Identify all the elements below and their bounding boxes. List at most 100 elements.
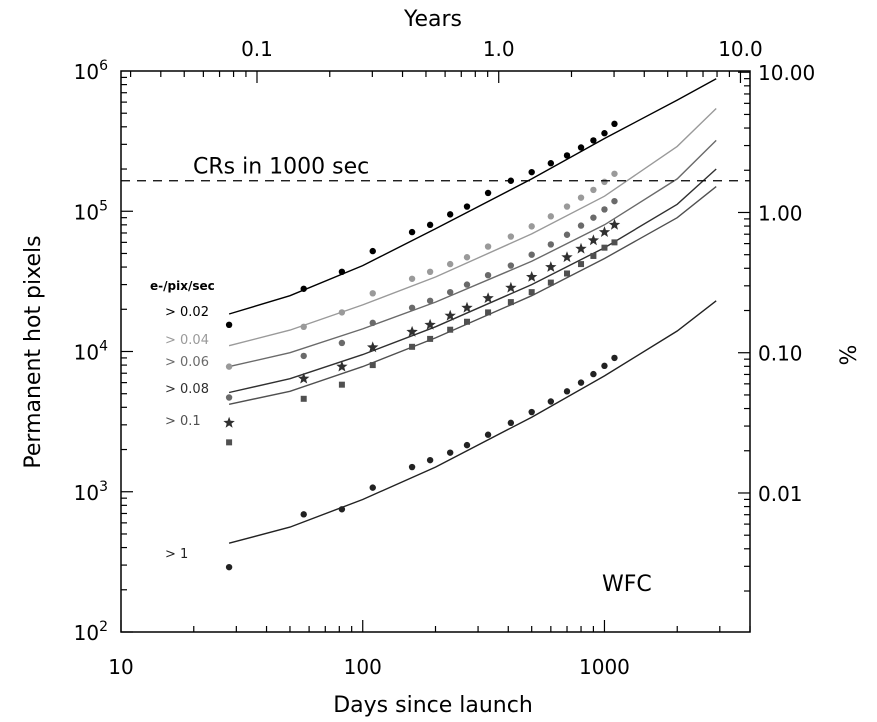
series-markers-4: [226, 239, 618, 446]
axis-tick-labels: 10 100 1000 0.1 1.0 10.0 102 103 104 105 106 0.01 0.…: [74, 37, 816, 679]
data-point: [484, 189, 492, 197]
data-point: [225, 394, 233, 401]
data-point: [587, 234, 600, 246]
data-point: [611, 239, 618, 246]
data-point: [369, 247, 376, 255]
legend-entry-4: > 0.1: [165, 414, 201, 429]
data-point: [484, 431, 492, 438]
data-point: [409, 343, 416, 350]
data-point: [601, 178, 608, 186]
data-point: [547, 279, 554, 286]
x-tick-label: 100: [344, 655, 382, 679]
y2-tick-label: 10.00: [758, 61, 815, 85]
data-point: [484, 243, 492, 250]
data-point: [426, 297, 434, 304]
fit-curve-2: [228, 139, 717, 368]
legend-entry-3: > 0.08: [165, 382, 209, 397]
data-point: [561, 251, 573, 263]
data-point: [577, 379, 585, 386]
legend-entry-5: > 1: [165, 547, 188, 562]
data-point: [563, 231, 571, 238]
data-point: [547, 398, 555, 405]
x2-tick-label: 1.0: [483, 37, 515, 61]
data-point: [575, 242, 587, 254]
data-point: [223, 416, 235, 428]
data-point: [427, 335, 434, 342]
x-tick-label: 1000: [579, 655, 630, 679]
data-point: [577, 222, 585, 229]
axis-ticks: [120, 71, 751, 633]
data-point: [601, 206, 608, 213]
x-axis-title: Days since launch: [333, 693, 533, 718]
data-point: [225, 363, 233, 370]
data-point: [338, 268, 346, 276]
fit-curve-4: [228, 186, 717, 405]
data-point: [484, 271, 492, 279]
data-point: [464, 318, 471, 325]
data-point: [336, 360, 348, 372]
data-point: [563, 152, 571, 159]
data-point: [463, 203, 471, 210]
data-point: [601, 130, 608, 137]
data-point: [225, 321, 233, 329]
data-point: [338, 506, 346, 513]
series-markers-2: [225, 197, 618, 401]
data-point: [225, 563, 233, 571]
data-point: [338, 309, 346, 316]
data-point: [577, 144, 585, 151]
data-point: [590, 214, 597, 221]
series-markers-5: [225, 354, 618, 571]
legend-entry-0: > 0.02: [165, 305, 209, 320]
legend-title: e-/pix/sec: [150, 279, 215, 293]
data-point: [300, 511, 307, 518]
data-point: [590, 137, 597, 144]
y-tick-label: 104: [74, 339, 108, 365]
data-point: [408, 228, 416, 236]
data-point: [446, 260, 454, 268]
data-point: [528, 251, 535, 258]
data-point: [485, 309, 492, 316]
x-tick-label: 10: [108, 655, 133, 679]
data-point: [300, 352, 307, 360]
data-point: [590, 252, 597, 259]
data-point: [563, 203, 571, 210]
y-tick-label: 106: [74, 58, 108, 84]
data-point: [408, 304, 416, 311]
data-point: [507, 262, 515, 269]
data-point: [369, 319, 376, 327]
data-point: [338, 381, 345, 388]
data-point: [507, 419, 515, 427]
data-point: [598, 226, 611, 237]
data-point: [590, 370, 597, 378]
data-point: [369, 484, 376, 491]
data-point: [446, 288, 454, 296]
data-point: [369, 290, 376, 297]
data-point: [446, 449, 454, 456]
data-point: [608, 218, 621, 230]
data-point: [300, 323, 307, 331]
data-point: [507, 299, 514, 306]
data-point: [298, 372, 310, 384]
y-tick-label: 102: [74, 619, 108, 645]
data-point: [367, 341, 379, 353]
data-point: [482, 292, 494, 303]
data-point: [611, 120, 618, 128]
series-markers-0: [225, 120, 618, 329]
reference-line-label: CRs in 1000 sec: [193, 155, 369, 180]
data-point: [601, 362, 608, 370]
x2-tick-label: 0.1: [241, 37, 273, 61]
reference-line-group: CRs in 1000 sec: [121, 155, 750, 182]
data-point: [505, 281, 517, 293]
data-point: [578, 261, 585, 268]
data-point: [300, 395, 307, 402]
y-tick-label: 103: [74, 479, 108, 505]
data-point: [507, 233, 515, 240]
data-point: [611, 197, 618, 205]
data-point: [446, 211, 454, 218]
data-point: [611, 170, 618, 177]
legend: e-/pix/sec > 0.02 > 0.04 > 0.06 > 0.08 > 0.1 >…: [150, 279, 215, 562]
data-point: [547, 160, 555, 167]
fit-curve-3: [228, 168, 717, 394]
data-point: [408, 275, 416, 282]
